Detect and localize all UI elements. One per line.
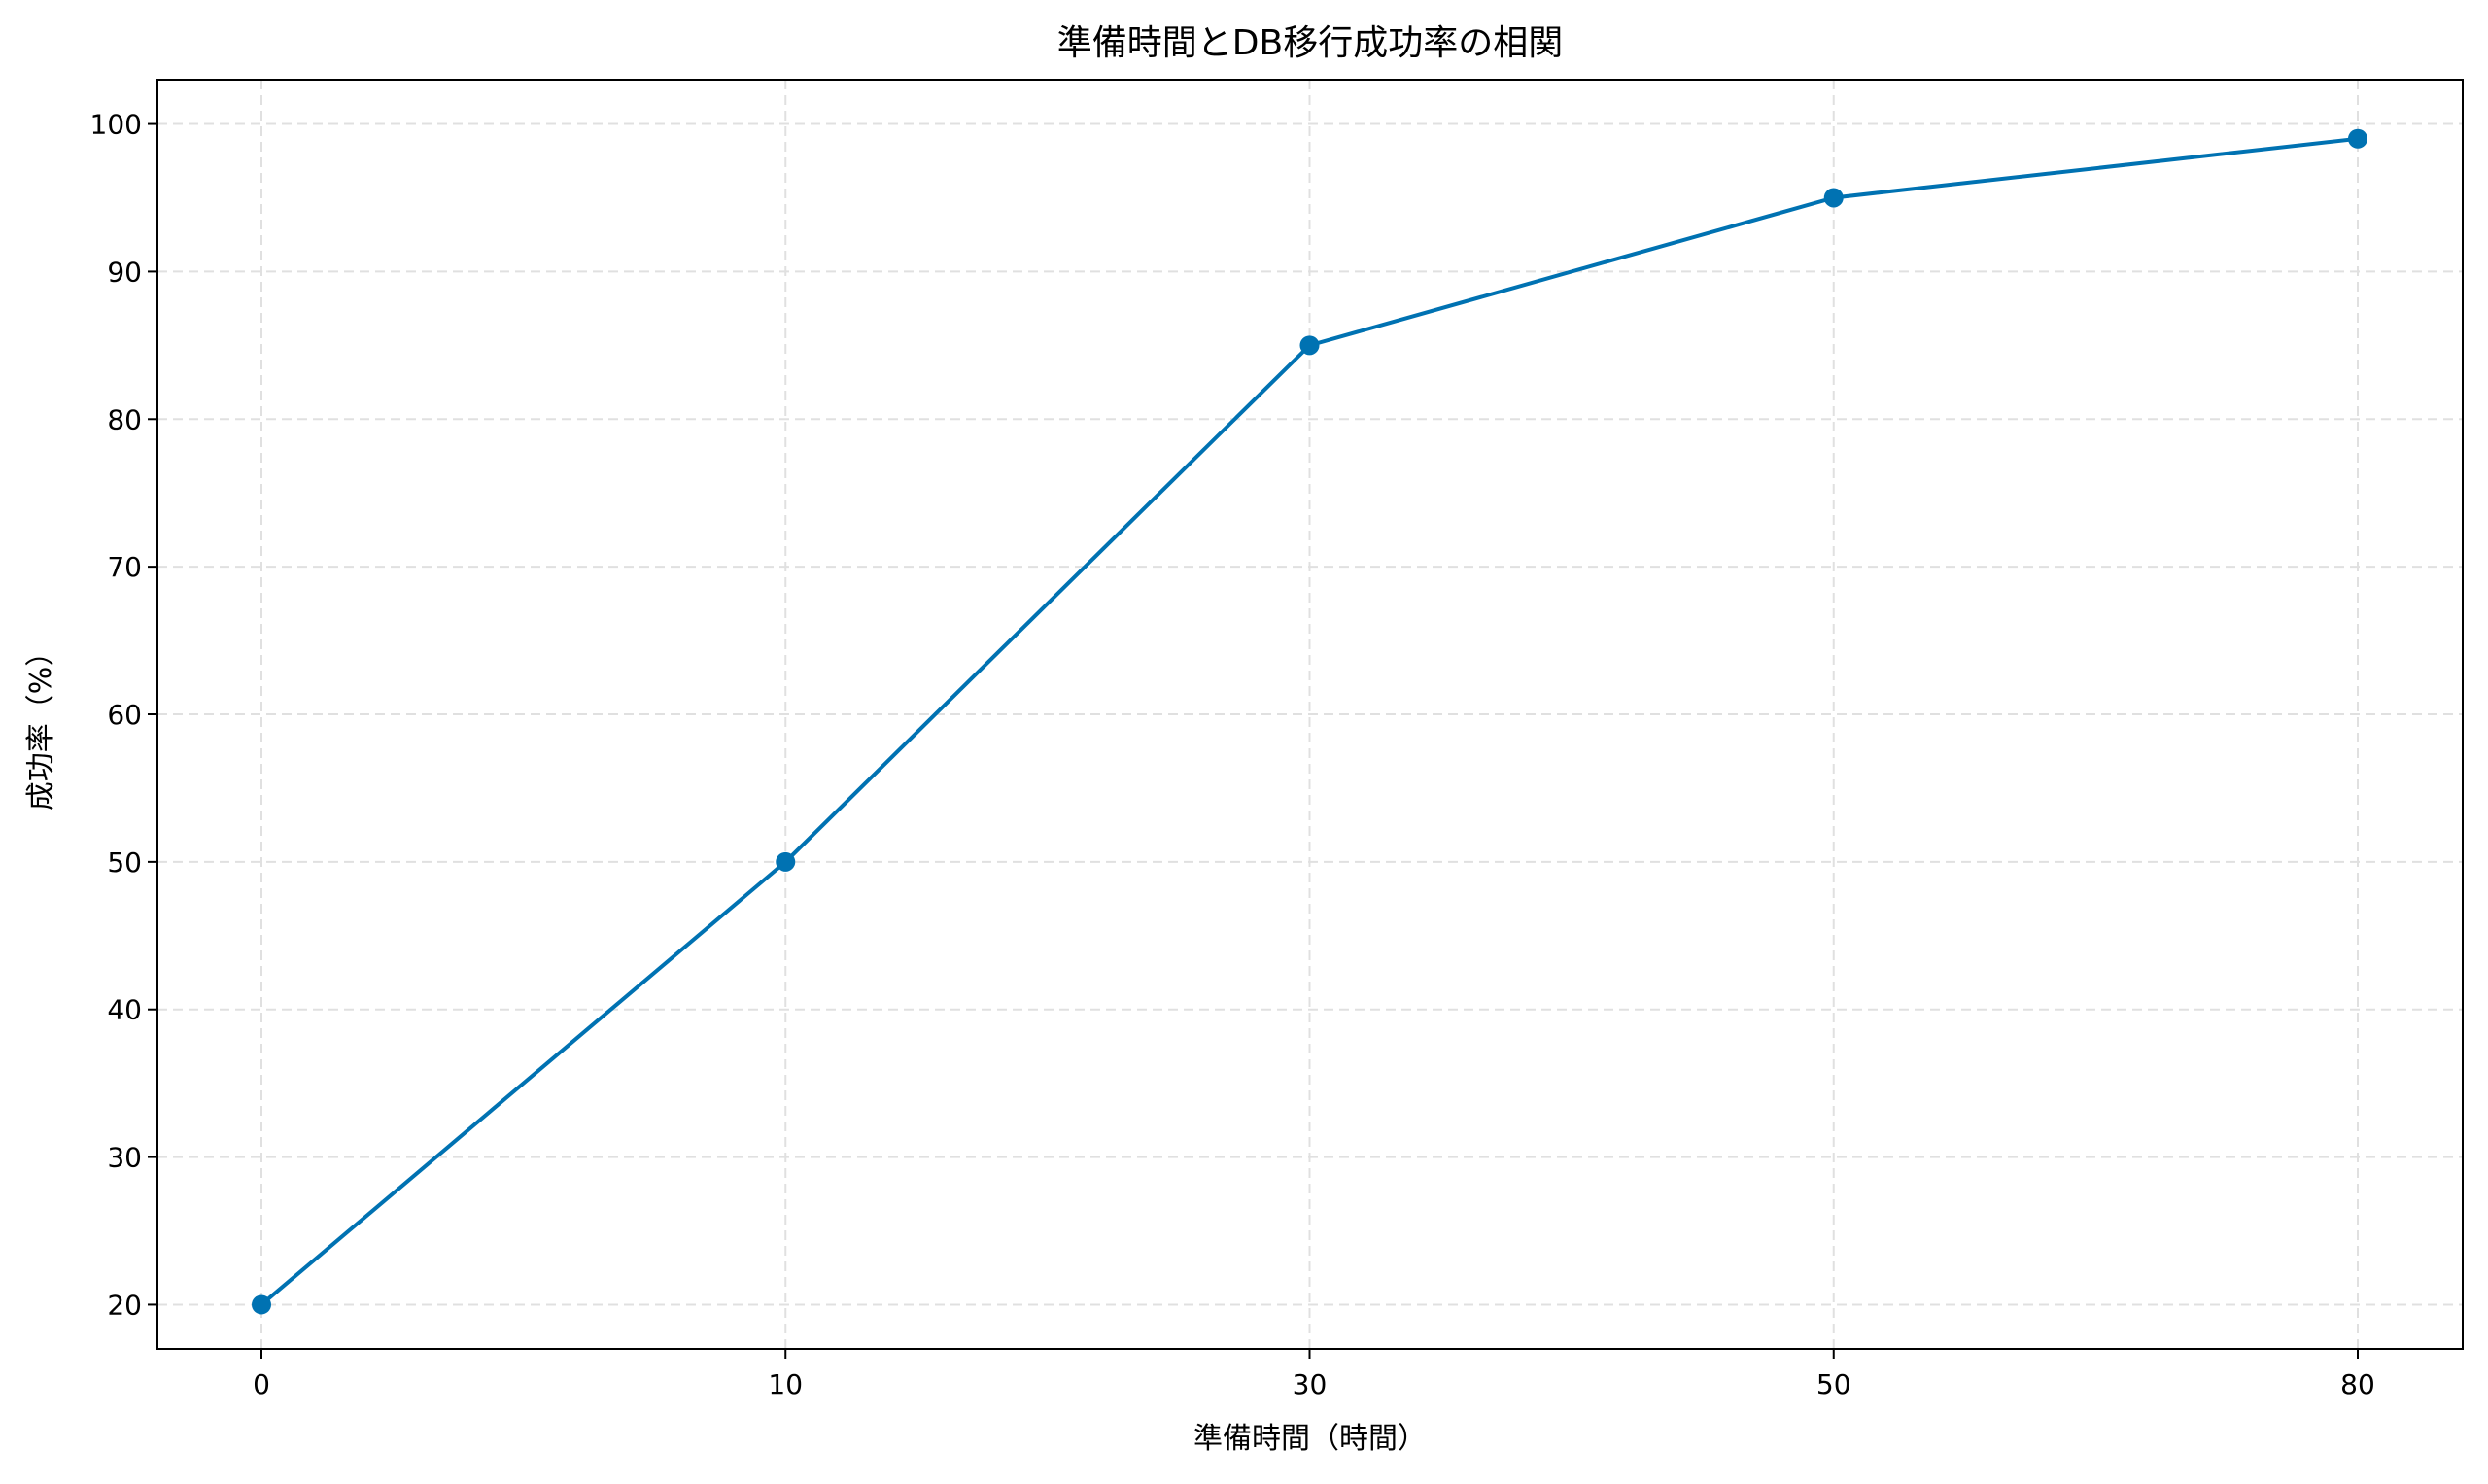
y-tick-label: 30 <box>107 1142 142 1174</box>
grid <box>157 80 2463 1349</box>
y-tick-label: 100 <box>90 109 142 141</box>
x-tick-label: 0 <box>253 1368 270 1400</box>
y-tick-label: 60 <box>107 699 142 731</box>
y-axis-label: 成功率（%） <box>24 638 58 811</box>
y-tick-label: 80 <box>107 403 142 435</box>
data-point <box>776 851 796 872</box>
y-tick-label: 40 <box>107 994 142 1026</box>
x-tick-label: 50 <box>1816 1368 1851 1400</box>
series-layer <box>252 128 2367 1315</box>
data-point <box>1299 335 1320 356</box>
x-axis: 0 10 30 50 80 <box>253 1349 2375 1400</box>
x-axis-label: 準備時間（時間） <box>1193 1422 1427 1456</box>
y-tick-label: 90 <box>107 256 142 288</box>
chart-title: 準備時間とDB移行成功率の相関 <box>1057 23 1563 63</box>
y-tick-label: 20 <box>107 1289 142 1321</box>
x-tick-label: 10 <box>768 1368 803 1400</box>
x-tick-label: 80 <box>2340 1368 2375 1400</box>
data-point <box>1823 188 1844 208</box>
data-point <box>2348 128 2367 149</box>
data-point <box>252 1294 271 1315</box>
x-tick-label: 30 <box>1293 1368 1328 1400</box>
y-tick-label: 70 <box>107 551 142 583</box>
y-axis: 20 30 40 50 60 70 80 90 100 <box>90 109 157 1321</box>
y-tick-label: 50 <box>107 846 142 879</box>
